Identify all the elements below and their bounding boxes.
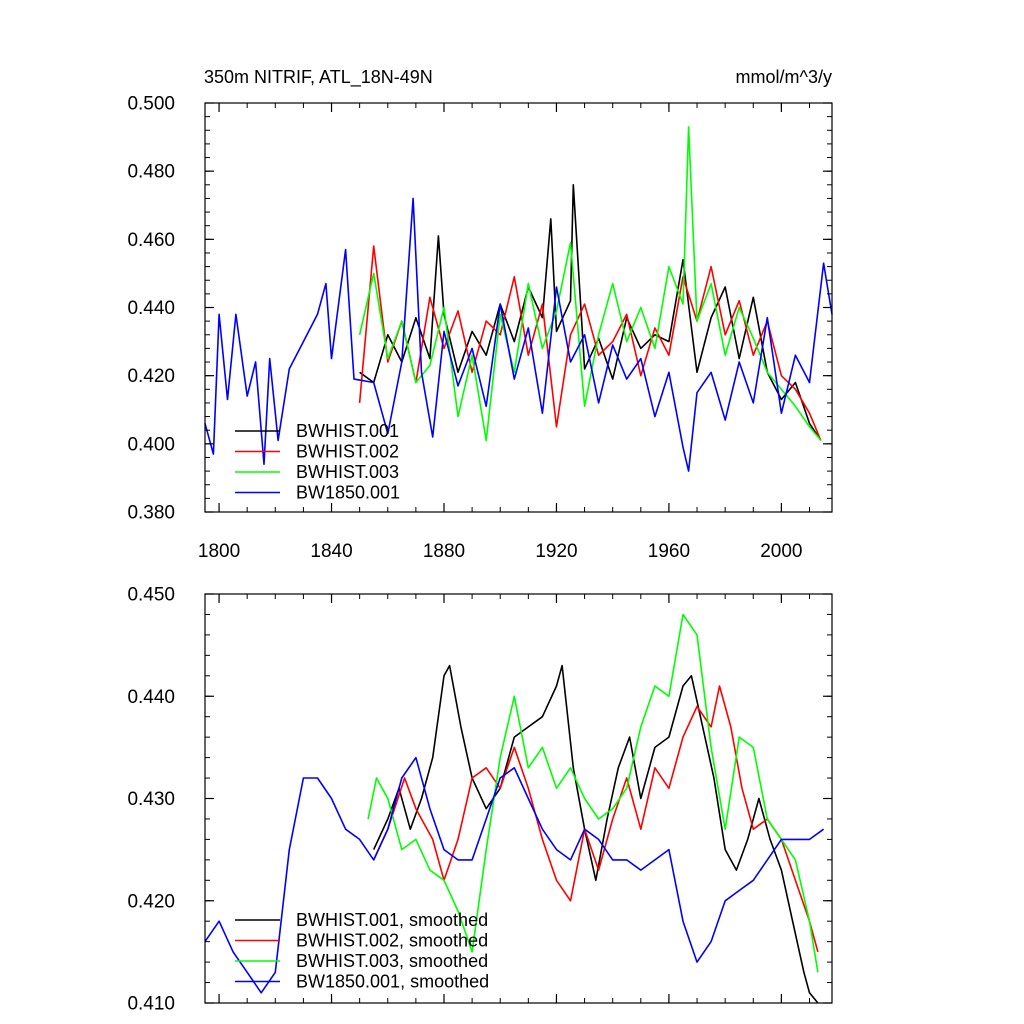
x-tick-label: 1920 [535, 541, 577, 562]
legend-label: BWHIST.001 [296, 421, 399, 441]
series-line-bw1850-001-smoothed [204, 756, 825, 994]
y-tick-label: 0.420 [127, 366, 175, 387]
y-tick-label: 0.410 [127, 994, 175, 1015]
x-tick-label: 1800 [198, 541, 240, 562]
y-tick-label: 0.440 [127, 298, 175, 319]
x-tick-label: 1840 [310, 541, 352, 562]
x-tick-label: 1880 [423, 541, 465, 562]
series-line-bwhist-001 [359, 184, 822, 441]
x-tick-label: 1960 [648, 541, 690, 562]
y-tick-label: 0.420 [127, 891, 175, 912]
bottom-panel: 0.410 0.420 0.430 0.440 0.450 BWHIST.001, smo… [127, 585, 833, 1015]
legend-label: BWHIST.003, smoothed [296, 951, 488, 971]
top-panel: 0.380 0.400 0.420 0.440 0.460 0.480 0.500 1800 1… [127, 94, 833, 562]
y-tick-label: 0.460 [127, 230, 175, 251]
y-tick-label: 0.430 [127, 789, 175, 810]
series-line-bwhist-002-smoothed [372, 685, 819, 953]
legend-label: BWHIST.001, smoothed [296, 910, 488, 930]
series-line-bw1850-001 [204, 197, 833, 472]
y-tick-label: 0.400 [127, 434, 175, 455]
series-line-bwhist-003-smoothed [367, 613, 819, 973]
chart-title: 350m NITRIF, ATL_18N-49N [204, 67, 433, 88]
y-tick-label: 0.480 [127, 162, 175, 183]
legend-label: BW1850.001, smoothed [296, 972, 489, 992]
legend-label: BWHIST.003 [296, 462, 399, 482]
series-line-bwhist-003 [358, 126, 822, 442]
y-tick-label: 0.440 [127, 687, 175, 708]
x-tick-label: 2000 [760, 541, 802, 562]
legend-label: BW1850.001 [296, 483, 400, 503]
series-line-bwhist-002 [358, 245, 822, 441]
y-tick-label: 0.450 [127, 585, 175, 606]
legend-label: BWHIST.002 [296, 442, 399, 462]
series-line-bwhist-001-smoothed [372, 664, 819, 1004]
y-tick-label: 0.500 [127, 94, 175, 115]
y-tick-label: 0.380 [127, 503, 175, 524]
units-label: mmol/m^3/y [736, 67, 832, 87]
legend-label: BWHIST.002, smoothed [296, 931, 488, 951]
